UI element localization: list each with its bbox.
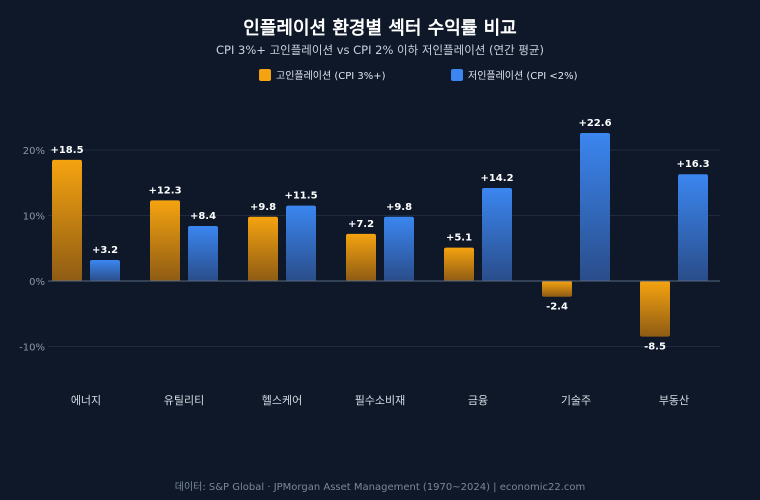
data-label: +3.2 (92, 245, 118, 256)
x-category-label: 금융 (468, 394, 488, 407)
data-label: +16.3 (676, 159, 709, 170)
bar-high-inflation (640, 281, 670, 337)
bar-high-inflation (346, 233, 376, 281)
bar-high-inflation (150, 200, 180, 281)
data-label: +14.2 (480, 173, 513, 184)
legend-item-high-inflation: 고인플레이션 (CPI 3%+) (259, 67, 386, 82)
x-category-label: 기술주 (561, 394, 591, 407)
data-label: +5.1 (446, 233, 472, 244)
data-label: +12.3 (148, 185, 181, 196)
data-label: -8.5 (644, 342, 666, 353)
x-category-label: 유틸리티 (164, 394, 204, 407)
x-category-label: 부동산 (659, 394, 689, 407)
bar-high-inflation (248, 216, 278, 281)
chart-legend: 고인플레이션 (CPI 3%+) 저인플레이션 (CPI <2%) (0, 67, 760, 83)
legend-swatch-low-inflation (451, 68, 463, 81)
bar-low-inflation (678, 174, 708, 281)
legend-label-low-inflation: 저인플레이션 (CPI <2%) (468, 71, 578, 82)
bar-low-inflation (482, 187, 512, 281)
y-tick-label: -10% (19, 343, 45, 354)
data-label: +22.6 (578, 118, 611, 129)
x-category-label: 필수소비재 (355, 394, 406, 407)
data-source-note: 데이터: S&P Global · JPMorgan Asset Managem… (174, 482, 586, 493)
data-label: +18.5 (50, 145, 83, 156)
data-label: -2.4 (546, 302, 568, 313)
x-category-label: 에너지 (71, 394, 101, 407)
legend-item-low-inflation: 저인플레이션 (CPI <2%) (451, 67, 578, 82)
data-label: +7.2 (348, 219, 374, 230)
chart-subtitle: CPI 3%+ 고인플레이션 vs CPI 2% 이하 저인플레이션 (연간 평… (216, 43, 544, 57)
data-label: +9.8 (386, 202, 412, 213)
legend-label-high-inflation: 고인플레이션 (CPI 3%+) (276, 71, 386, 82)
bar-high-inflation (542, 281, 572, 297)
data-label: +9.8 (250, 202, 276, 213)
bar-high-inflation (52, 159, 82, 281)
data-label: +8.4 (190, 211, 216, 222)
bar-high-inflation (444, 247, 474, 281)
y-tick-label: 10% (23, 212, 45, 223)
bar-low-inflation (580, 132, 610, 281)
legend-swatch-high-inflation (259, 68, 271, 81)
bar-low-inflation (286, 205, 316, 281)
data-label: +11.5 (284, 191, 317, 202)
x-category-label: 헬스케어 (262, 394, 302, 407)
y-tick-label: 20% (23, 146, 45, 157)
y-tick-label: 0% (29, 277, 45, 288)
chart-title: 인플레이션 환경별 섹터 수익률 비교 (243, 18, 517, 39)
bar-low-inflation (188, 225, 218, 281)
bar-low-inflation (384, 216, 414, 281)
bar-low-inflation (90, 260, 120, 281)
